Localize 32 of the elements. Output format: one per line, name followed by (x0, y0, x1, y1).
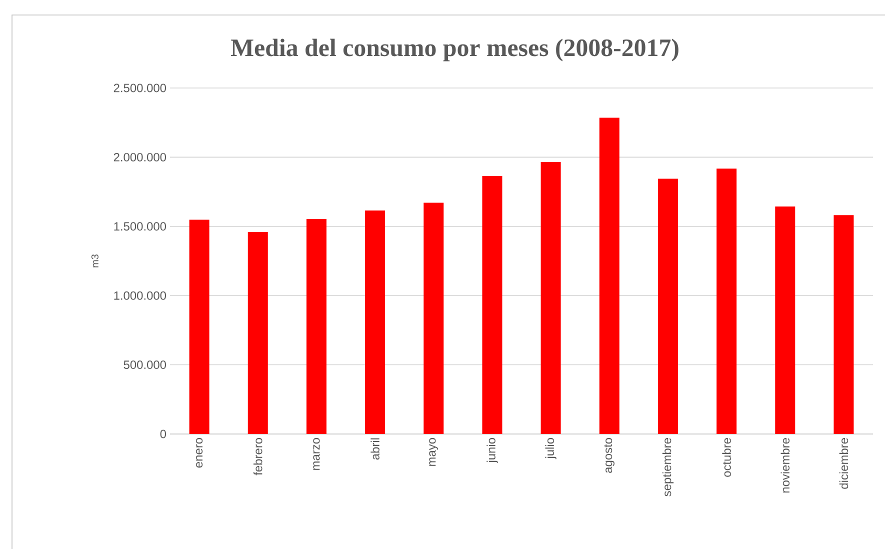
bar (716, 168, 737, 434)
x-tick-label: enero (196, 438, 203, 468)
bar (482, 176, 502, 434)
x-tick-label: junio (486, 438, 498, 464)
chart-title: Media del consumo por meses (2008-2017) (230, 38, 678, 62)
x-tick-label: octubre (722, 438, 731, 477)
bar (248, 232, 268, 434)
bar (189, 220, 210, 434)
y-tick-label: 1.500.000 (114, 222, 166, 231)
y-axis-title: m3 (91, 254, 98, 268)
y-tick-label: 1.000.000 (114, 291, 166, 300)
bar (540, 162, 561, 434)
x-tick-label: mayo (429, 438, 438, 466)
bar (599, 118, 620, 434)
bar (306, 219, 326, 434)
y-tick-label: 500.000 (124, 360, 166, 370)
x-tick-label: agosto (604, 438, 614, 473)
x-tick-label: julio (545, 438, 556, 460)
x-tick-label: diciembre (839, 438, 848, 489)
y-tick-label: 2.500.000 (114, 84, 166, 92)
bar (365, 210, 386, 434)
bar (775, 206, 796, 434)
x-tick-label: abril (370, 438, 380, 460)
x-tick-label: noviembre (780, 438, 790, 493)
x-tick-label: marzo (313, 438, 320, 470)
bar (424, 202, 444, 434)
bar (834, 215, 854, 434)
bar (658, 178, 678, 434)
x-tick-label: septiembre (662, 438, 674, 496)
y-tick-label: 2.000.000 (114, 152, 166, 162)
x-tick-label: febrero (254, 438, 262, 476)
y-tick-label: 0 (160, 430, 166, 438)
